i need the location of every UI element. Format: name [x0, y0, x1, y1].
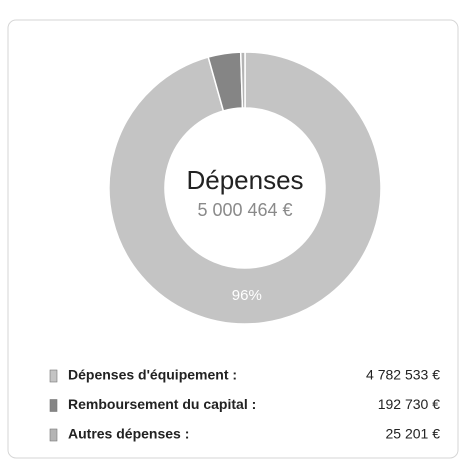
- legend-swatch: [49, 369, 58, 383]
- slice-label: 96%: [232, 287, 262, 304]
- donut: [108, 51, 382, 325]
- center-title: Dépenses: [186, 165, 303, 195]
- legend-value: 25 201 €: [386, 426, 441, 442]
- legend-label: Dépenses d'équipement :: [68, 367, 237, 383]
- slice: [108, 51, 382, 325]
- legend-value: 4 782 533 €: [366, 367, 440, 383]
- legend-swatch: [49, 428, 58, 442]
- legend-label: Remboursement du capital :: [68, 396, 256, 412]
- legend-label: Autres dépenses :: [68, 426, 189, 442]
- center-total: 5 000 464 €: [197, 200, 292, 220]
- legend-swatch: [49, 399, 58, 412]
- legend-value: 192 730 €: [378, 396, 440, 412]
- slice: [239, 51, 246, 109]
